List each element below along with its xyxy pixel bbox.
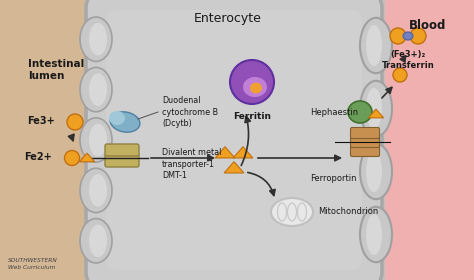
Ellipse shape	[80, 67, 112, 112]
Ellipse shape	[80, 219, 112, 263]
Ellipse shape	[366, 25, 382, 66]
Text: Ferroportin: Ferroportin	[310, 174, 356, 183]
Ellipse shape	[109, 111, 125, 125]
Bar	[380, 0, 474, 280]
Ellipse shape	[393, 68, 407, 82]
Ellipse shape	[250, 83, 262, 94]
Ellipse shape	[80, 168, 112, 213]
Polygon shape	[215, 147, 235, 158]
Text: Fe3+: Fe3+	[27, 116, 55, 126]
Text: SOUTHWESTERN
Web Curriculum: SOUTHWESTERN Web Curriculum	[8, 258, 58, 270]
Ellipse shape	[360, 144, 392, 199]
Ellipse shape	[360, 18, 392, 73]
Text: Ferritin: Ferritin	[233, 112, 271, 121]
FancyBboxPatch shape	[106, 10, 362, 270]
FancyBboxPatch shape	[105, 144, 139, 156]
Ellipse shape	[89, 225, 107, 257]
Ellipse shape	[271, 198, 313, 226]
Ellipse shape	[348, 101, 372, 123]
Text: Intestinal
lumen: Intestinal lumen	[28, 59, 84, 81]
Ellipse shape	[67, 114, 83, 130]
Text: Enterocyte: Enterocyte	[194, 11, 262, 25]
Text: Hephaestin: Hephaestin	[310, 108, 358, 116]
Ellipse shape	[110, 112, 140, 132]
Bar	[85, 0, 385, 280]
Ellipse shape	[410, 28, 426, 44]
Ellipse shape	[80, 17, 112, 61]
Text: Mitochondrion: Mitochondrion	[318, 207, 378, 216]
Ellipse shape	[366, 214, 382, 255]
Ellipse shape	[360, 81, 392, 136]
Ellipse shape	[89, 73, 107, 106]
Ellipse shape	[366, 151, 382, 192]
Text: Fe2+: Fe2+	[24, 152, 52, 162]
Polygon shape	[368, 109, 383, 118]
Polygon shape	[79, 153, 95, 162]
FancyBboxPatch shape	[105, 154, 139, 167]
Ellipse shape	[80, 118, 112, 162]
Ellipse shape	[243, 77, 267, 97]
Text: Duodenal
cytochrome B
(Dcytb): Duodenal cytochrome B (Dcytb)	[162, 96, 218, 128]
Ellipse shape	[89, 174, 107, 207]
Ellipse shape	[366, 88, 382, 129]
Polygon shape	[233, 147, 253, 158]
Ellipse shape	[403, 32, 413, 40]
Text: Divalent metal
transporter-1
DMT-1: Divalent metal transporter-1 DMT-1	[162, 148, 221, 180]
Polygon shape	[224, 162, 244, 173]
Ellipse shape	[89, 124, 107, 157]
FancyBboxPatch shape	[350, 146, 380, 157]
Ellipse shape	[89, 23, 107, 56]
Ellipse shape	[64, 151, 80, 165]
FancyBboxPatch shape	[350, 127, 380, 139]
Ellipse shape	[230, 60, 274, 104]
Text: (Fe3+)₂
Transferrin: (Fe3+)₂ Transferrin	[382, 50, 434, 70]
Text: Blood: Blood	[410, 18, 447, 32]
FancyBboxPatch shape	[86, 0, 382, 280]
Ellipse shape	[360, 207, 392, 262]
FancyBboxPatch shape	[350, 137, 380, 148]
Ellipse shape	[390, 28, 406, 44]
